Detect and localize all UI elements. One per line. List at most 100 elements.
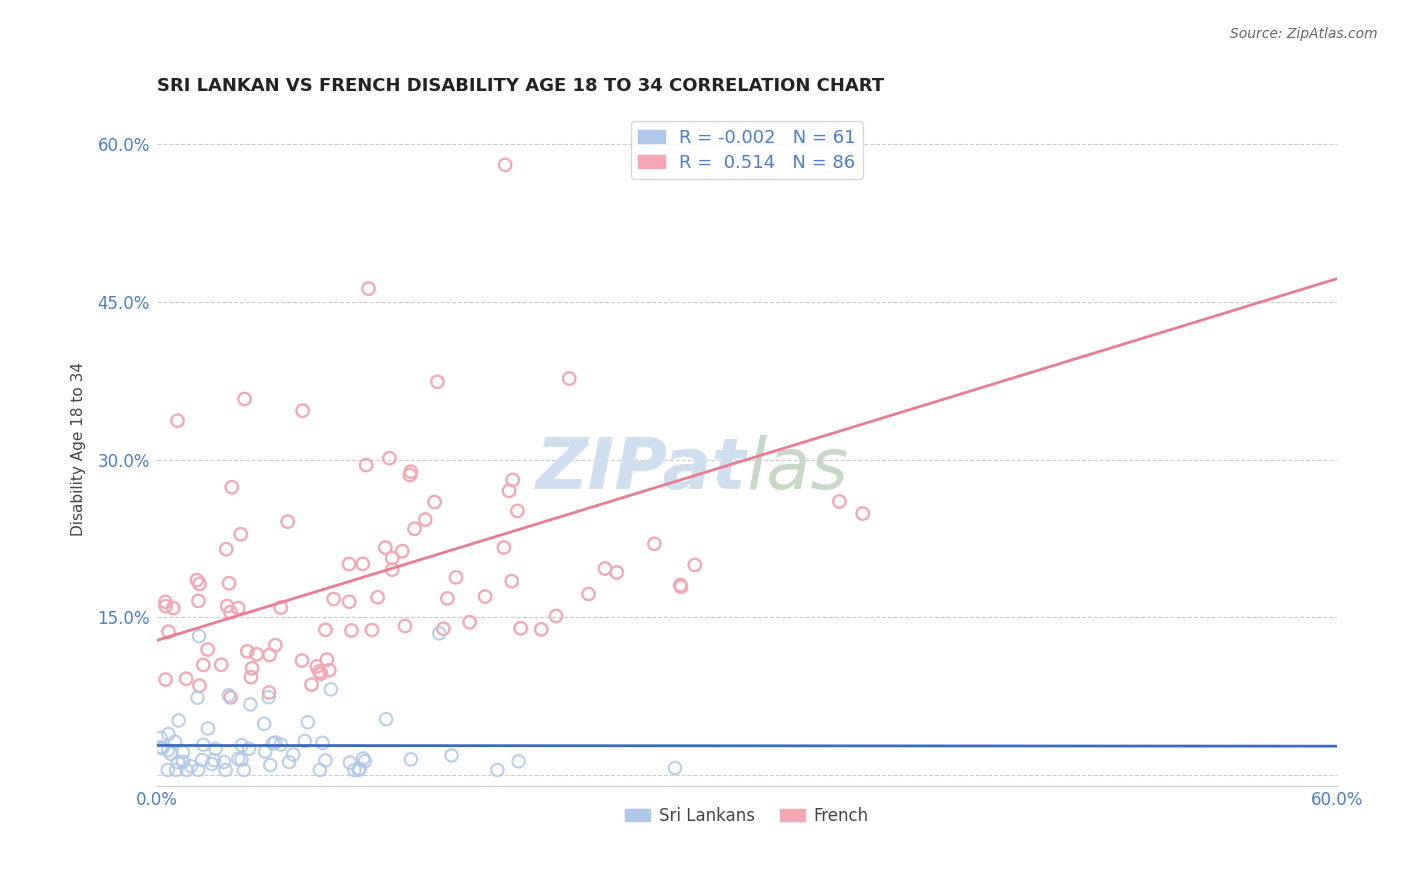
Point xyxy=(391,544,413,558)
Point xyxy=(264,638,287,652)
Point xyxy=(163,735,186,749)
Point xyxy=(221,480,243,494)
Point xyxy=(233,392,256,406)
Point xyxy=(233,392,256,406)
Point xyxy=(354,458,377,472)
Point xyxy=(683,558,706,572)
Point xyxy=(301,677,323,691)
Point xyxy=(852,507,875,521)
Point xyxy=(226,752,249,766)
Point xyxy=(218,689,240,703)
Point xyxy=(166,414,188,428)
Point xyxy=(593,561,616,575)
Point xyxy=(474,590,496,604)
Point xyxy=(643,537,665,551)
Point xyxy=(174,672,197,686)
Point xyxy=(217,599,239,613)
Point xyxy=(262,736,284,750)
Point xyxy=(188,629,211,643)
Point xyxy=(501,574,523,588)
Point xyxy=(204,741,226,756)
Point xyxy=(378,451,401,466)
Point xyxy=(193,657,215,672)
Text: Source: ZipAtlas.com: Source: ZipAtlas.com xyxy=(1230,27,1378,41)
Point xyxy=(506,504,529,518)
Point xyxy=(311,736,333,750)
Point xyxy=(191,753,214,767)
Point xyxy=(343,763,366,777)
Point xyxy=(270,738,292,752)
Point xyxy=(354,458,377,472)
Point xyxy=(381,563,404,577)
Point xyxy=(236,644,259,658)
Point xyxy=(669,580,692,594)
Point xyxy=(683,558,706,572)
Point xyxy=(852,507,875,521)
Point xyxy=(374,541,396,555)
Point xyxy=(259,758,281,772)
Point xyxy=(197,722,219,736)
Point xyxy=(270,600,292,615)
Point xyxy=(162,601,184,615)
Point xyxy=(193,657,215,672)
Point xyxy=(264,735,287,749)
Point xyxy=(367,591,389,605)
Point xyxy=(160,747,183,761)
Point xyxy=(502,473,524,487)
Point xyxy=(239,698,262,712)
Point xyxy=(186,573,208,587)
Point xyxy=(270,600,292,615)
Point xyxy=(187,594,209,608)
Point xyxy=(155,673,177,687)
Point xyxy=(291,403,314,417)
Point xyxy=(318,663,340,677)
Point xyxy=(337,595,360,609)
Point xyxy=(226,601,249,615)
Point xyxy=(828,494,851,508)
Point xyxy=(259,648,281,662)
Point xyxy=(492,541,515,555)
Point xyxy=(427,626,450,640)
Point xyxy=(578,587,600,601)
Text: ZIPat: ZIPat xyxy=(536,434,747,504)
Point xyxy=(180,759,202,773)
Point xyxy=(149,740,172,755)
Point xyxy=(253,716,276,731)
Point xyxy=(215,542,238,557)
Point xyxy=(245,647,267,661)
Point xyxy=(174,672,197,686)
Point xyxy=(167,755,190,769)
Point xyxy=(340,624,363,638)
Point xyxy=(172,745,194,759)
Point xyxy=(322,592,344,607)
Point xyxy=(352,557,374,571)
Point xyxy=(291,653,314,667)
Point xyxy=(436,591,458,606)
Point xyxy=(367,591,389,605)
Point xyxy=(669,580,692,594)
Point xyxy=(606,566,628,580)
Point xyxy=(165,763,187,777)
Point xyxy=(257,685,280,699)
Point xyxy=(508,755,530,769)
Point xyxy=(240,661,263,675)
Point xyxy=(155,599,177,614)
Point xyxy=(231,738,253,752)
Point xyxy=(229,527,252,541)
Point xyxy=(357,282,380,296)
Point xyxy=(157,727,180,741)
Point xyxy=(301,677,323,691)
Point xyxy=(188,679,211,693)
Point xyxy=(494,158,516,172)
Point xyxy=(209,657,232,672)
Point xyxy=(236,644,259,658)
Point xyxy=(337,595,360,609)
Point xyxy=(498,483,520,498)
Point xyxy=(156,763,179,777)
Point xyxy=(436,591,458,606)
Point xyxy=(558,371,581,385)
Point xyxy=(314,754,336,768)
Point xyxy=(413,512,436,526)
Point xyxy=(669,578,692,592)
Point xyxy=(458,615,481,630)
